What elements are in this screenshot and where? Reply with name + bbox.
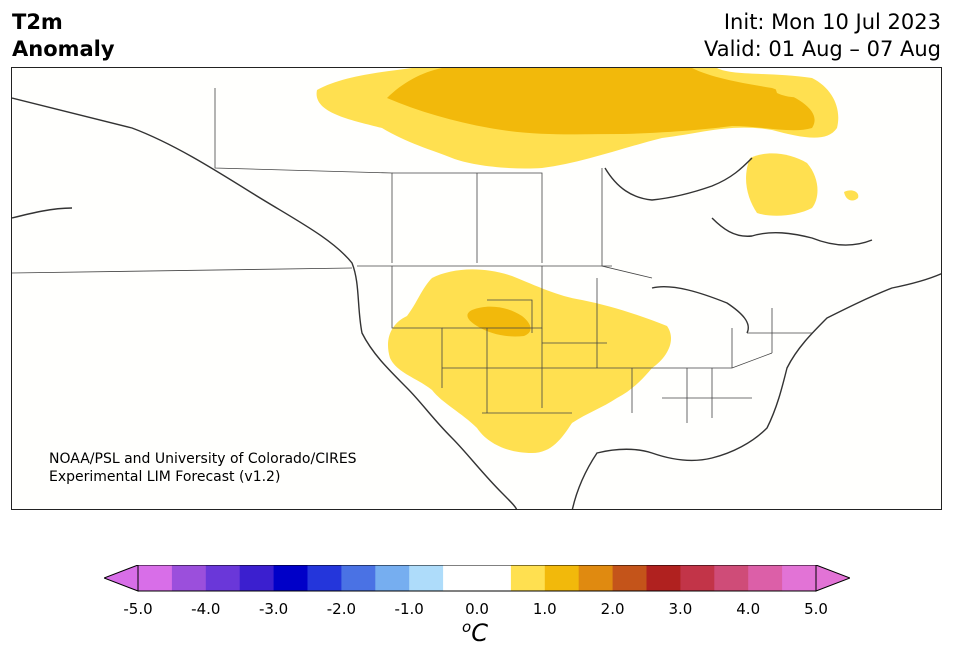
colorbar-cell (748, 565, 783, 591)
colorbar-cell (443, 565, 478, 591)
colorbar-tick-label: 2.0 (600, 600, 625, 618)
anomaly-region-labrador (746, 153, 818, 216)
colorbar-under-arrow (104, 565, 139, 592)
colorbar-cell (782, 565, 817, 591)
colorbar-cell (171, 565, 207, 591)
colorbar-tick-labels: -5.0 -4.0 -3.0 -2.0 -1.0 0.0 1.0 2.0 3.0 4.0 5.0 (0, 600, 953, 620)
anomaly-region-us-west-central (387, 269, 672, 453)
colorbar-cell (239, 565, 275, 591)
colorbar-cell (409, 565, 444, 591)
colorbar-tick-label: 4.0 (736, 600, 761, 618)
colorbar-tick-label: 1.0 (532, 600, 557, 618)
borders (12, 88, 812, 423)
colorbar-tick-label: 5.0 (804, 600, 828, 618)
colorbar-cell (714, 565, 749, 591)
colorbar-cells (138, 565, 817, 591)
colorbar-tick-label: -4.0 (191, 600, 221, 618)
colorbar-cell (646, 565, 681, 591)
colorbar-cell (544, 565, 580, 591)
colorbar-cell (307, 565, 342, 591)
colorbar-cell (341, 565, 376, 591)
anomaly-region-arctic-core (387, 68, 815, 135)
colorbar-cell (680, 565, 715, 591)
colorbar-tick-label: -2.0 (326, 600, 357, 618)
title-variable: T2m (12, 10, 63, 34)
colorbar-cell (477, 565, 512, 591)
anomaly-region-greenland-tip (772, 76, 812, 98)
init-date: Init: Mon 10 Jul 2023 (723, 10, 941, 34)
unit-degree: o (462, 618, 472, 636)
anomaly-region-newfoundland (844, 190, 859, 201)
colorbar-tick-label: 3.0 (668, 600, 693, 618)
valid-range: Valid: 01 Aug – 07 Aug (703, 37, 941, 61)
colorbar-tick-label: -1.0 (394, 600, 424, 618)
colorbar-cell (510, 565, 546, 591)
forecast-dates: Init: Mon 10 Jul 2023 Valid: 01 Aug – 07… (704, 9, 941, 63)
colorbar-cell (578, 565, 614, 591)
credit-line-1: NOAA/PSL and University of Colorado/CIRE… (49, 451, 357, 467)
map-title: T2m Anomaly (12, 9, 115, 63)
colorbar-cell (612, 565, 647, 591)
anomaly-map (11, 67, 942, 510)
credit-text: NOAA/PSL and University of Colorado/CIRE… (49, 450, 357, 486)
colorbar-tick-label: -5.0 (123, 600, 153, 618)
anomaly-region-colorado-core (467, 306, 531, 337)
colorbar-cell (138, 565, 173, 591)
colorbar-over-arrow (815, 565, 850, 592)
credit-line-2: Experimental LIM Forecast (v1.2) (49, 469, 281, 485)
colorbar-tick-label: 0.0 (465, 600, 489, 618)
colorbar-unit: oC (462, 618, 488, 647)
colorbar-cell (375, 565, 410, 591)
colorbar (104, 565, 850, 592)
colorbar-cell (273, 565, 308, 591)
colorbar-tick-label: -3.0 (258, 600, 289, 618)
colorbar-cell (205, 565, 241, 591)
title-quantity: Anomaly (12, 37, 115, 61)
map-svg (12, 68, 941, 509)
unit-letter: C (471, 619, 488, 647)
coastlines (12, 97, 941, 509)
colorbar-outline (137, 565, 817, 592)
